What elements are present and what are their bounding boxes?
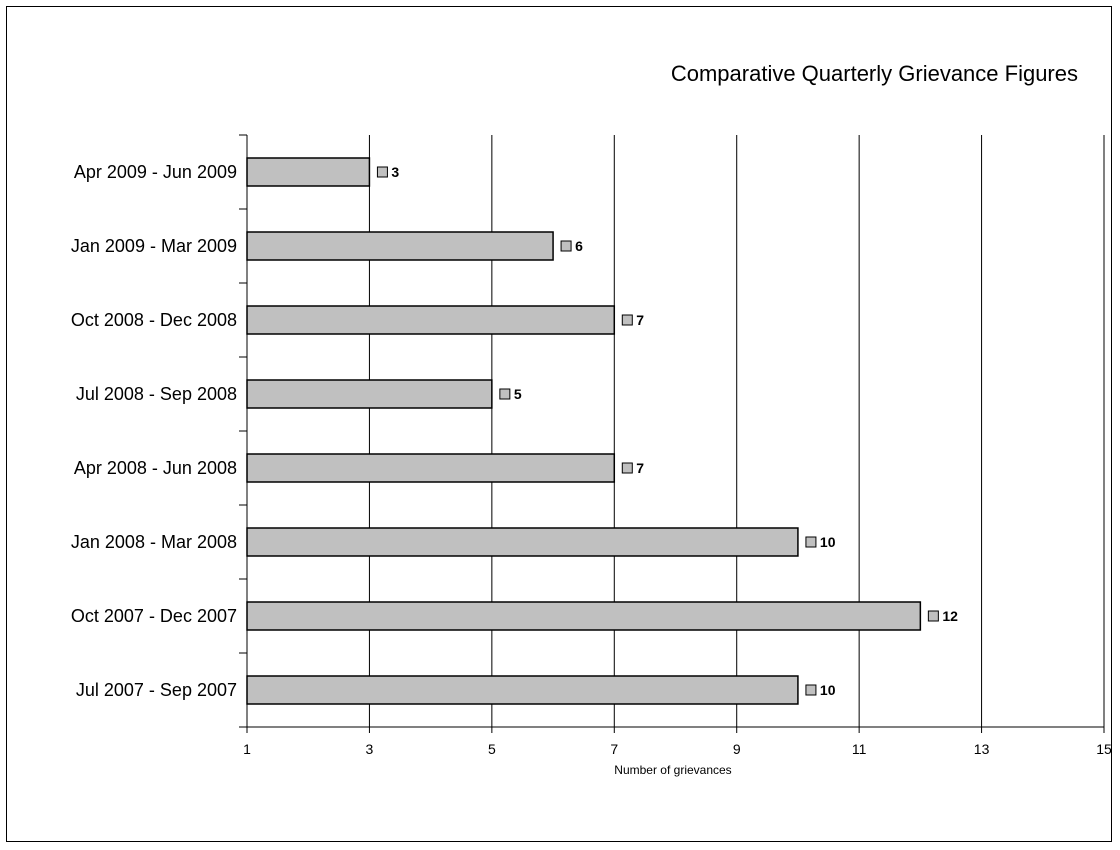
bar xyxy=(246,157,371,187)
category-label: Oct 2008 - Dec 2008 xyxy=(71,310,237,330)
category-label: Oct 2007 - Dec 2007 xyxy=(71,606,237,626)
bar xyxy=(246,305,616,335)
chart-title: Comparative Quarterly Grievance Figures xyxy=(671,61,1078,86)
x-tick-label: 1 xyxy=(243,741,251,757)
x-tick-label: 7 xyxy=(610,741,618,757)
x-tick-label: 13 xyxy=(974,741,990,757)
category-label: Jul 2008 - Sep 2008 xyxy=(76,384,237,404)
value-label: 10 xyxy=(820,534,836,550)
x-tick-label: 11 xyxy=(852,741,867,757)
bar xyxy=(246,379,493,409)
value-label: 6 xyxy=(575,238,583,254)
axes xyxy=(239,134,1105,733)
value-label: 7 xyxy=(636,312,644,328)
bar xyxy=(246,675,799,705)
bars xyxy=(246,157,922,705)
x-tick-label: 9 xyxy=(733,741,741,757)
value-label-key xyxy=(376,166,388,178)
x-tick-label: 15 xyxy=(1096,741,1112,757)
category-label: Jul 2007 - Sep 2007 xyxy=(76,680,237,700)
category-label: Apr 2008 - Jun 2008 xyxy=(74,458,237,478)
value-label: 5 xyxy=(514,386,522,402)
category-label: Jan 2008 - Mar 2008 xyxy=(71,532,237,552)
value-label-key xyxy=(499,388,511,400)
bar xyxy=(246,527,799,557)
category-label: Apr 2009 - Jun 2009 xyxy=(74,162,237,182)
category-label: Jan 2009 - Mar 2009 xyxy=(71,236,237,256)
value-label-key xyxy=(805,536,817,548)
value-label-key xyxy=(805,684,817,696)
value-label-key xyxy=(621,462,633,474)
x-axis-title: Number of grievances xyxy=(614,763,731,777)
bar xyxy=(246,601,922,631)
value-label-key xyxy=(560,240,572,252)
value-label: 3 xyxy=(391,164,399,180)
value-label: 12 xyxy=(942,608,958,624)
bar xyxy=(246,453,616,483)
value-label: 10 xyxy=(820,682,836,698)
x-tick-label: 3 xyxy=(366,741,374,757)
bar xyxy=(246,231,554,261)
value-label: 7 xyxy=(636,460,644,476)
gridlines xyxy=(368,135,1105,727)
value-label-key xyxy=(927,610,939,622)
value-label-key xyxy=(621,314,633,326)
x-tick-label: 5 xyxy=(488,741,496,757)
